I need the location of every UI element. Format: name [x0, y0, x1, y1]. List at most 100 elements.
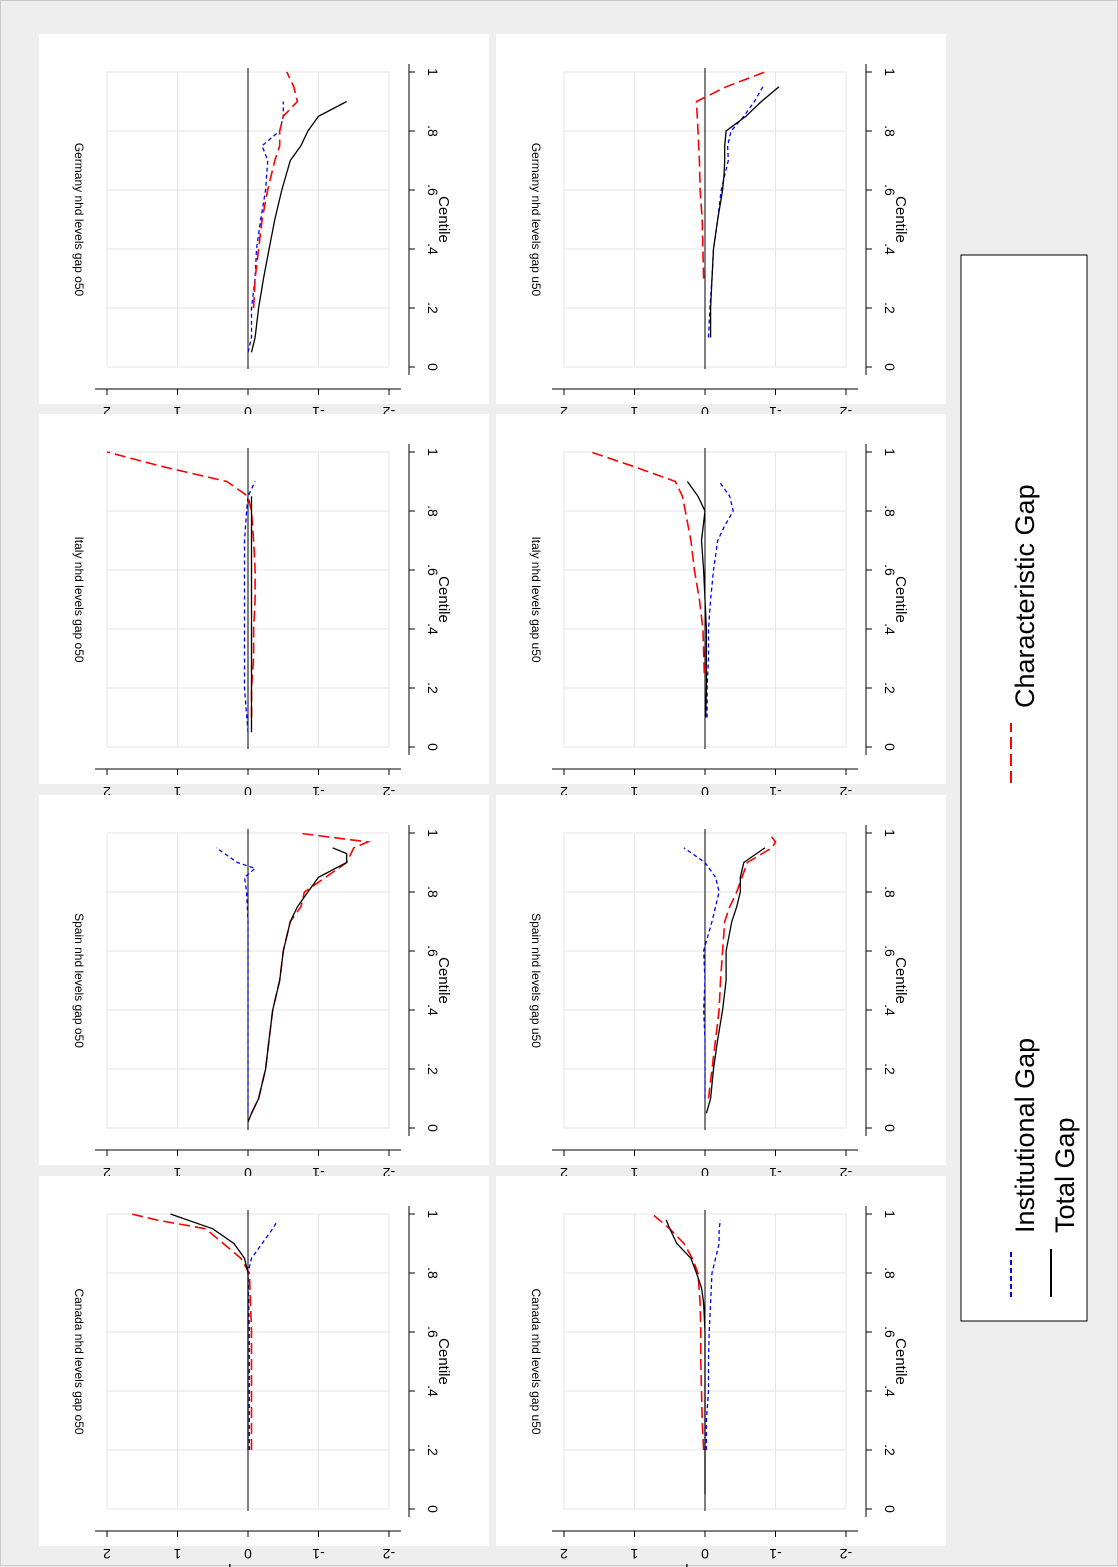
x-tick-label: .8 [882, 125, 898, 137]
x-tick-label: .8 [425, 886, 441, 898]
y-tick-label: 0 [701, 1165, 709, 1181]
y-tick-label: 2 [560, 404, 568, 420]
x-axis-label: Centile [892, 576, 909, 623]
panel-title: Canada nhd levels gap u50 [529, 1288, 543, 1434]
characteristic-gap-line [695, 71, 766, 279]
x-tick-label: .8 [425, 1267, 441, 1279]
y-axis-label: Wealth Gap nhd [651, 1563, 759, 1567]
x-tick-label: .4 [882, 1385, 898, 1397]
y-tick-label: 1 [630, 784, 638, 800]
institutional-gap-line [705, 1219, 722, 1450]
panel-background [39, 34, 489, 404]
chart-panels: 0 .2 .4 .6 .8 1 Centile -2 -1 0 1 2 Wealth Gap nhd Ge… [39, 34, 946, 1567]
x-axis-label: Centile [435, 196, 452, 243]
y-tick-label: 0 [244, 404, 252, 420]
x-tick-label: 0 [425, 1505, 441, 1513]
x-tick-label: .6 [425, 564, 441, 576]
x-tick-label: 0 [425, 743, 441, 751]
institutional-gap-line [683, 847, 720, 1099]
y-tick-label: 1 [630, 404, 638, 420]
x-tick-label: .2 [882, 1444, 898, 1456]
y-tick-label: -2 [383, 1546, 396, 1562]
x-tick-label: 0 [882, 1124, 898, 1132]
x-tick-label: 1 [425, 448, 441, 456]
x-tick-label: .4 [882, 623, 898, 635]
institutional-gap-line [215, 847, 257, 1114]
x-axis-label: Centile [435, 1338, 452, 1385]
panel-title: Italy nhd levels gap u50 [529, 536, 543, 662]
total-gap-line [705, 847, 766, 1114]
x-tick-label: .4 [425, 1385, 441, 1397]
chart-panel: 0 .2 .4 .6 .8 1 Centile -2 -1 0 1 2 Wealth Gap nhd Ca… [496, 1176, 946, 1567]
x-tick-label: 0 [882, 743, 898, 751]
x-tick-label: 1 [882, 829, 898, 837]
total-gap-line [247, 847, 348, 1123]
x-tick-label: .2 [882, 302, 898, 314]
x-tick-label: .8 [425, 125, 441, 137]
x-tick-label: 1 [882, 68, 898, 76]
y-tick-label: -2 [840, 1546, 853, 1562]
panel-background [39, 1176, 489, 1546]
panel-background [39, 414, 489, 784]
x-tick-label: .8 [882, 1267, 898, 1279]
institutional-gap-line [243, 481, 256, 733]
x-tick-label: 1 [425, 1210, 441, 1218]
x-axis-label: Centile [435, 957, 452, 1004]
y-tick-label: 1 [173, 404, 181, 420]
x-tick-label: .6 [882, 945, 898, 957]
x-tick-label: .8 [425, 505, 441, 517]
panel-background [39, 795, 489, 1165]
x-axis-label: Centile [892, 1338, 909, 1385]
y-tick-label: 0 [701, 404, 709, 420]
y-tick-label: 0 [701, 784, 709, 800]
legend-label-characteristic: Characteristic Gap [1010, 484, 1040, 708]
x-tick-label: .2 [882, 682, 898, 694]
panel-background [496, 414, 946, 784]
x-tick-label: .6 [882, 184, 898, 196]
y-tick-label: 1 [173, 1165, 181, 1181]
y-tick-label: 1 [630, 1165, 638, 1181]
x-tick-label: .6 [882, 1326, 898, 1338]
panel-title: Germany nhd levels gap o50 [72, 143, 86, 297]
institutional-gap-line [247, 1222, 277, 1450]
x-tick-label: .6 [425, 1326, 441, 1338]
characteristic-gap-line [131, 1213, 253, 1450]
y-tick-label: 1 [173, 1546, 181, 1562]
y-tick-label: 2 [560, 784, 568, 800]
y-tick-label: 0 [244, 1546, 252, 1562]
x-axis-label: Centile [435, 576, 452, 623]
x-tick-label: .6 [425, 945, 441, 957]
legend-label-institutional: Institutional Gap [1010, 1038, 1040, 1233]
x-axis-label: Centile [892, 196, 909, 243]
x-tick-label: .2 [425, 1444, 441, 1456]
y-tick-label: 0 [244, 1165, 252, 1181]
y-tick-label: 0 [701, 1546, 709, 1562]
y-tick-label: 1 [630, 1546, 638, 1562]
panel-background [496, 1176, 946, 1546]
x-tick-label: .4 [425, 243, 441, 255]
total-gap-line [250, 100, 348, 353]
legend-box [960, 254, 1088, 1322]
x-tick-label: 0 [882, 363, 898, 371]
x-tick-label: .4 [882, 1004, 898, 1016]
panel-title: Germany nhd levels gap u50 [529, 143, 543, 297]
total-gap-line [686, 481, 708, 718]
y-tick-label: 2 [103, 784, 111, 800]
y-tick-label: 1 [173, 784, 181, 800]
x-tick-label: .2 [425, 302, 441, 314]
x-tick-label: 0 [882, 1505, 898, 1513]
x-axis-label: Centile [892, 957, 909, 1004]
x-tick-label: .8 [882, 886, 898, 898]
y-tick-label: -1 [769, 1546, 782, 1562]
panel-title: Spain nhd levels gap o50 [72, 913, 86, 1048]
total-gap-line [709, 86, 780, 338]
x-tick-label: 1 [425, 829, 441, 837]
y-axis-label: Wealth Gap nhd [194, 1563, 302, 1567]
